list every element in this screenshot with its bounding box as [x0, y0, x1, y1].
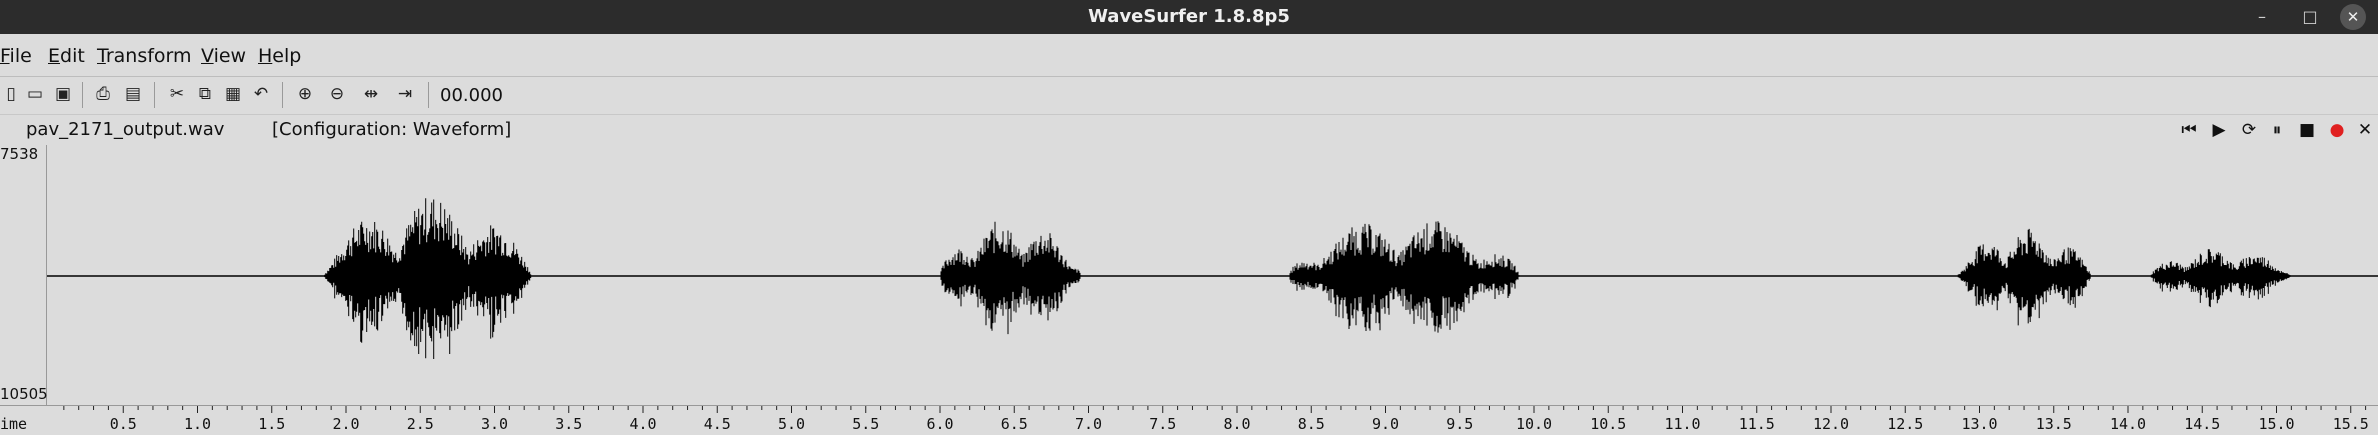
waveform-segment	[940, 221, 1082, 335]
cut-icon[interactable]: ✂	[169, 84, 185, 104]
time-tick-label: 6.5	[1001, 415, 1028, 433]
zoom-selection-icon[interactable]: ⇥	[397, 84, 413, 104]
time-tick-label: 4.0	[629, 415, 656, 433]
time-tick-label: 8.5	[1298, 415, 1325, 433]
time-tick-label: 12.0	[1813, 415, 1849, 433]
paste-icon[interactable]: ▦	[224, 84, 242, 104]
time-tick-label: 4.5	[704, 415, 731, 433]
zoom-out-icon[interactable]: ⊖	[329, 84, 345, 104]
close-pane-icon[interactable]: ✕	[2357, 120, 2373, 140]
waveform-plot[interactable]	[47, 145, 2378, 405]
save-icon[interactable]: ▣	[54, 84, 72, 104]
configuration-label: [Configuration: Waveform]	[272, 119, 512, 140]
time-tick-label: 0.5	[110, 415, 137, 433]
undo-icon[interactable]: ↶	[253, 84, 269, 104]
menu-edit[interactable]: Edit	[48, 45, 85, 67]
toolbar-separator	[428, 82, 429, 108]
toolbar-separator	[154, 82, 155, 108]
time-tick-label: 7.0	[1075, 415, 1102, 433]
time-tick-label: 13.5	[2036, 415, 2072, 433]
toolbar-separator	[282, 82, 283, 108]
menu-bar: File Edit Transform View Help	[0, 34, 2378, 77]
window-title: WaveSurfer 1.8.8p5	[1088, 6, 1290, 27]
waveform-segment	[1289, 221, 1520, 333]
open-icon[interactable]: ▭	[26, 84, 44, 104]
file-name: pav_2171_output.wav	[26, 119, 225, 140]
waveform-segment	[2150, 249, 2292, 308]
time-tick-label: 2.0	[332, 415, 359, 433]
play-loop-icon[interactable]: ⟳	[2241, 120, 2257, 140]
time-tick-label: 5.5	[852, 415, 879, 433]
time-tick-label: 10.0	[1516, 415, 1552, 433]
time-tick-label: 13.0	[1961, 415, 1997, 433]
play-icon[interactable]: ▶	[2212, 120, 2226, 140]
menu-view[interactable]: View	[201, 45, 247, 67]
time-display: 00.000	[440, 85, 503, 106]
time-tick-label: 9.0	[1372, 415, 1399, 433]
maximize-button[interactable]: □	[2302, 7, 2318, 26]
time-tick-label: 15.5	[2333, 415, 2369, 433]
time-tick-label: 3.0	[481, 415, 508, 433]
minimize-button[interactable]: –	[2258, 7, 2266, 26]
close-window-button[interactable]: ✕	[2340, 4, 2366, 30]
time-tick-label: 2.5	[407, 415, 434, 433]
time-tick-label: 15.0	[2258, 415, 2294, 433]
time-tick-label: 8.0	[1223, 415, 1250, 433]
amplitude-max-label: 7538	[0, 145, 39, 163]
time-tick-label: 11.5	[1739, 415, 1775, 433]
waveform-pane[interactable]: 7538 10505	[0, 145, 2378, 405]
time-tick-label: 11.0	[1664, 415, 1700, 433]
stop-icon[interactable]: ■	[2298, 120, 2316, 140]
time-tick-label: 1.0	[184, 415, 211, 433]
time-tick-label: 5.0	[778, 415, 805, 433]
file-info-bar: pav_2171_output.wav [Configuration: Wave…	[0, 115, 2378, 145]
time-tick-label: 1.5	[258, 415, 285, 433]
skip-to-start-icon[interactable]: ⏮	[2181, 120, 2197, 140]
copy-icon[interactable]: ⧉	[198, 84, 212, 104]
title-bar: WaveSurfer 1.8.8p5 – □ ✕	[0, 0, 2378, 34]
time-tick-label: 3.5	[555, 415, 582, 433]
time-axis: ime 0.5 1.0 1.5 2.0 2.5 3.0 3.5 4.0 4.5 5.0 5.5 6.0…	[0, 405, 2378, 435]
time-tick-label: 12.5	[1887, 415, 1923, 433]
time-tick-label: 6.0	[926, 415, 953, 433]
record-icon[interactable]: ●	[2329, 120, 2345, 140]
zoom-fit-icon[interactable]: ⇹	[363, 84, 379, 104]
menu-file[interactable]: File	[0, 45, 32, 67]
toolbar-separator	[82, 82, 83, 108]
toolbar: ▯ ▭ ▣ ⎙ ▤ ✂ ⧉ ▦ ↶ ⊕ ⊖ ⇹ ⇥ 00.000	[0, 77, 2378, 115]
time-tick-label: 14.0	[2110, 415, 2146, 433]
time-tick-label: 14.5	[2184, 415, 2220, 433]
new-icon[interactable]: ▯	[6, 84, 16, 104]
time-tick-label: 9.5	[1446, 415, 1473, 433]
amplitude-min-label: 10505	[0, 385, 48, 403]
menu-transform[interactable]: Transform	[97, 45, 192, 67]
waveform-segment	[1957, 228, 2091, 326]
print-icon[interactable]: ⎙	[96, 84, 110, 104]
time-axis-ruler: ime 0.5 1.0 1.5 2.0 2.5 3.0 3.5 4.0 4.5 5.0 5.5 6.0…	[0, 406, 2369, 433]
time-tick-label: 7.5	[1149, 415, 1176, 433]
zoom-in-icon[interactable]: ⊕	[297, 84, 313, 104]
properties-icon[interactable]: ▤	[124, 84, 142, 104]
time-axis-label: ime	[0, 415, 27, 433]
menu-help[interactable]: Help	[258, 45, 302, 67]
time-tick-label: 10.5	[1590, 415, 1626, 433]
pause-icon[interactable]: ⏸	[2272, 120, 2282, 140]
amplitude-axis: 7538 10505	[0, 145, 48, 405]
waveform-segment	[324, 198, 532, 359]
